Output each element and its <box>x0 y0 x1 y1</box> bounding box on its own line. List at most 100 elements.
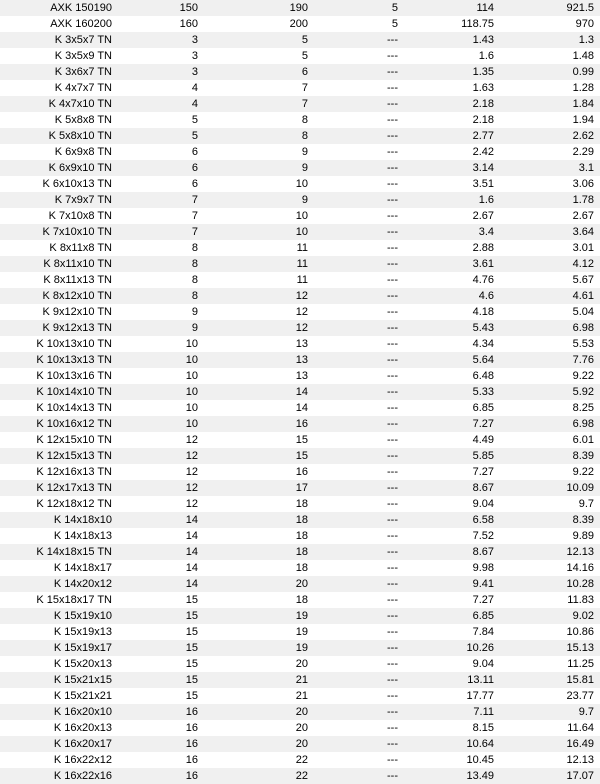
cell-col2: 13 <box>204 352 314 368</box>
cell-col2: 15 <box>204 432 314 448</box>
cell-col4: 10.26 <box>404 640 500 656</box>
cell-col3: --- <box>314 576 404 592</box>
cell-col3: --- <box>314 640 404 656</box>
cell-col5: 8.39 <box>500 448 600 464</box>
cell-col0: K 7x9x7 TN <box>0 192 118 208</box>
cell-col4: 5.33 <box>404 384 500 400</box>
cell-col2: 22 <box>204 752 314 768</box>
cell-col5: 1.28 <box>500 80 600 96</box>
cell-col3: --- <box>314 368 404 384</box>
cell-col2: 13 <box>204 336 314 352</box>
table-row: K 9x12x13 TN912---5.436.98 <box>0 320 600 336</box>
cell-col2: 18 <box>204 496 314 512</box>
table-row: K 12x18x12 TN1218---9.049.7 <box>0 496 600 512</box>
cell-col5: 1.78 <box>500 192 600 208</box>
cell-col4: 3.51 <box>404 176 500 192</box>
cell-col1: 16 <box>118 768 204 784</box>
cell-col4: 4.34 <box>404 336 500 352</box>
table-row: K 16x22x161622---13.4917.07 <box>0 768 600 784</box>
cell-col5: 10.28 <box>500 576 600 592</box>
cell-col5: 4.61 <box>500 288 600 304</box>
cell-col4: 7.27 <box>404 416 500 432</box>
cell-col3: --- <box>314 80 404 96</box>
cell-col4: 7.52 <box>404 528 500 544</box>
cell-col0: K 16x20x17 <box>0 736 118 752</box>
cell-col2: 18 <box>204 512 314 528</box>
table-row: K 3x5x7 TN35---1.431.3 <box>0 32 600 48</box>
cell-col3: --- <box>314 96 404 112</box>
cell-col1: 14 <box>118 512 204 528</box>
cell-col5: 8.25 <box>500 400 600 416</box>
cell-col5: 9.89 <box>500 528 600 544</box>
cell-col5: 5.53 <box>500 336 600 352</box>
cell-col4: 4.18 <box>404 304 500 320</box>
cell-col0: K 4x7x7 TN <box>0 80 118 96</box>
cell-col4: 2.67 <box>404 208 500 224</box>
cell-col0: K 14x18x10 <box>0 512 118 528</box>
cell-col0: K 5x8x10 TN <box>0 128 118 144</box>
cell-col1: 12 <box>118 496 204 512</box>
table-row: K 6x10x13 TN610---3.513.06 <box>0 176 600 192</box>
cell-col5: 12.13 <box>500 544 600 560</box>
table-row: K 8x12x10 TN812---4.64.61 <box>0 288 600 304</box>
table-row: K 16x20x131620---8.1511.64 <box>0 720 600 736</box>
cell-col0: K 6x10x13 TN <box>0 176 118 192</box>
cell-col3: --- <box>314 176 404 192</box>
cell-col2: 8 <box>204 128 314 144</box>
cell-col4: 9.98 <box>404 560 500 576</box>
cell-col1: 14 <box>118 528 204 544</box>
cell-col5: 16.49 <box>500 736 600 752</box>
table-row: K 10x13x10 TN1013---4.345.53 <box>0 336 600 352</box>
table-row: K 10x13x16 TN1013---6.489.22 <box>0 368 600 384</box>
cell-col3: --- <box>314 704 404 720</box>
cell-col2: 6 <box>204 64 314 80</box>
bearing-table: AXK 1501901501905114921.5AXK 16020016020… <box>0 0 600 784</box>
cell-col5: 7.76 <box>500 352 600 368</box>
cell-col1: 6 <box>118 160 204 176</box>
cell-col1: 15 <box>118 640 204 656</box>
cell-col5: 11.83 <box>500 592 600 608</box>
cell-col4: 10.64 <box>404 736 500 752</box>
cell-col0: K 7x10x8 TN <box>0 208 118 224</box>
cell-col3: --- <box>314 480 404 496</box>
table-row: K 4x7x7 TN47---1.631.28 <box>0 80 600 96</box>
cell-col3: --- <box>314 608 404 624</box>
cell-col3: --- <box>314 64 404 80</box>
cell-col2: 16 <box>204 464 314 480</box>
cell-col1: 15 <box>118 672 204 688</box>
cell-col0: K 15x19x17 <box>0 640 118 656</box>
cell-col2: 9 <box>204 144 314 160</box>
cell-col2: 190 <box>204 0 314 16</box>
table-row: K 12x15x10 TN1215---4.496.01 <box>0 432 600 448</box>
table-row: K 3x5x9 TN35---1.61.48 <box>0 48 600 64</box>
cell-col1: 7 <box>118 224 204 240</box>
cell-col0: K 15x18x17 TN <box>0 592 118 608</box>
cell-col5: 15.13 <box>500 640 600 656</box>
cell-col3: --- <box>314 336 404 352</box>
cell-col4: 4.49 <box>404 432 500 448</box>
cell-col0: K 10x14x13 TN <box>0 400 118 416</box>
cell-col3: --- <box>314 320 404 336</box>
table-row: K 14x18x101418---6.588.39 <box>0 512 600 528</box>
cell-col0: AXK 160200 <box>0 16 118 32</box>
cell-col5: 2.62 <box>500 128 600 144</box>
cell-col2: 14 <box>204 384 314 400</box>
cell-col2: 20 <box>204 704 314 720</box>
cell-col0: K 15x21x21 <box>0 688 118 704</box>
table-row: K 12x17x13 TN1217---8.6710.09 <box>0 480 600 496</box>
cell-col1: 9 <box>118 304 204 320</box>
cell-col2: 20 <box>204 656 314 672</box>
cell-col5: 15.81 <box>500 672 600 688</box>
cell-col3: --- <box>314 720 404 736</box>
cell-col1: 8 <box>118 272 204 288</box>
cell-col2: 15 <box>204 448 314 464</box>
table-row: K 8x11x13 TN811---4.765.67 <box>0 272 600 288</box>
cell-col0: K 8x12x10 TN <box>0 288 118 304</box>
cell-col0: K 14x20x12 <box>0 576 118 592</box>
cell-col1: 12 <box>118 464 204 480</box>
cell-col1: 7 <box>118 192 204 208</box>
cell-col5: 11.64 <box>500 720 600 736</box>
cell-col0: K 12x15x13 TN <box>0 448 118 464</box>
cell-col2: 12 <box>204 288 314 304</box>
cell-col0: K 12x18x12 TN <box>0 496 118 512</box>
